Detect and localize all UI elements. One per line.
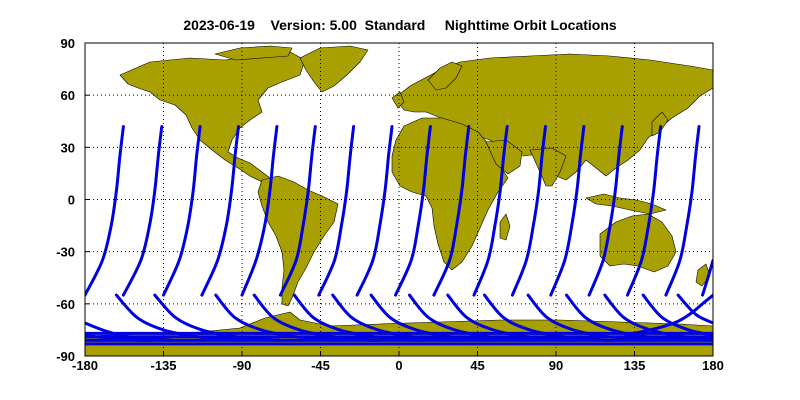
x-tick-label: 135 — [624, 358, 646, 373]
land-scandinavia — [427, 61, 463, 91]
y-tick-label: 90 — [61, 36, 75, 51]
orbit-track-0 — [85, 125, 125, 297]
x-tick-label: 90 — [549, 358, 563, 373]
orbit-track-1 — [121, 125, 164, 297]
x-tick-label: -45 — [311, 358, 330, 373]
x-axis-ticks: -180 -135 -90 -45 0 45 90 135 180 — [72, 352, 724, 373]
orbit-track-10 — [472, 125, 509, 297]
orbit-track-16 — [701, 258, 713, 297]
orbit-track-6 — [317, 125, 356, 297]
land-north-america — [119, 51, 306, 183]
orbit-track-12 — [549, 125, 586, 297]
orbit-tracks-layer — [85, 125, 713, 346]
x-tick-label: -180 — [72, 358, 98, 373]
land-japan — [651, 111, 669, 137]
orbit-track-8 — [394, 125, 432, 297]
y-tick-label: -30 — [56, 245, 75, 260]
orbit-track-5 — [278, 125, 317, 297]
x-tick-label: -90 — [233, 358, 252, 373]
y-tick-label: 60 — [61, 88, 75, 103]
y-tick-label: -90 — [56, 349, 75, 364]
land-arctic-islands — [214, 45, 293, 61]
land-greenland — [299, 45, 369, 93]
x-tick-label: -135 — [150, 358, 176, 373]
x-tick-label: 0 — [395, 358, 402, 373]
orbit-track-7 — [355, 125, 394, 297]
orbit-track-15 — [664, 125, 701, 297]
chart-title: 2023-06-19 Version: 5.00 Standard Nightt… — [183, 17, 617, 33]
orbit-track-9 — [432, 125, 471, 297]
orbit-track-2 — [162, 125, 202, 297]
y-tick-label: 0 — [68, 193, 75, 208]
land-madagascar — [499, 213, 511, 241]
orbit-track-11 — [510, 125, 547, 297]
orbit-track-3 — [200, 125, 240, 297]
orbit-track-4 — [240, 125, 279, 297]
y-tick-label: -60 — [56, 297, 75, 312]
x-tick-label: 45 — [470, 358, 484, 373]
orbit-arc-17 — [624, 293, 713, 337]
land-uk — [391, 91, 405, 109]
orbit-track-14 — [626, 125, 663, 297]
orbit-track-13 — [587, 125, 624, 297]
y-axis-ticks: 90 60 30 0 -30 -60 -90 — [56, 36, 89, 364]
x-tick-label: 180 — [702, 358, 724, 373]
graticule — [85, 43, 713, 356]
orbit-arc-14 — [676, 293, 713, 325]
land-south-america — [257, 175, 339, 307]
y-tick-label: 30 — [61, 140, 75, 155]
